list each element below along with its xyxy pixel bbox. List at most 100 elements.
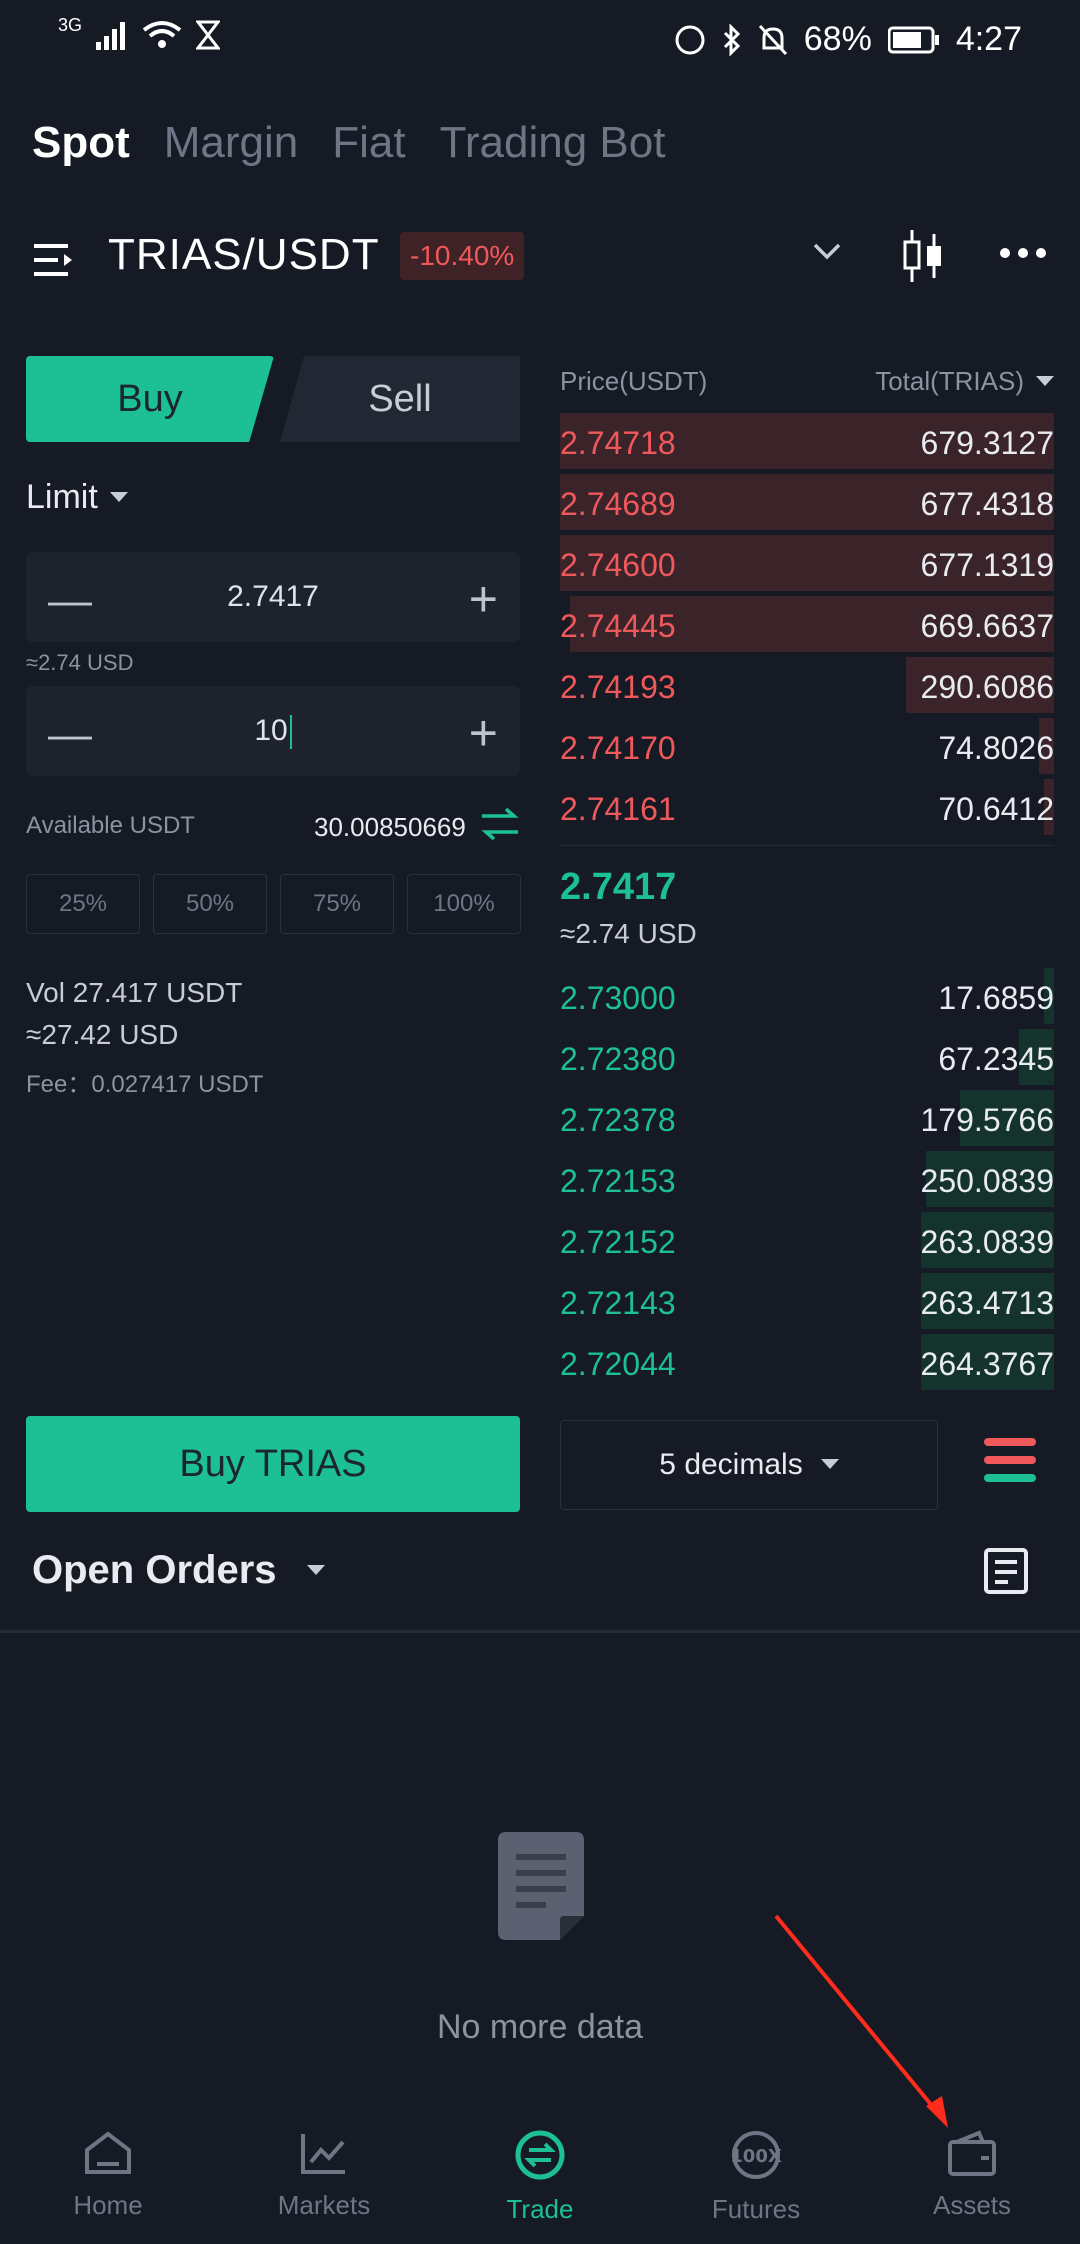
ask-row[interactable]: 2.74689 677.4318 [560, 474, 1054, 530]
bid-total: 263.0839 [920, 1224, 1054, 1260]
depth-bar [1044, 968, 1054, 1024]
decimals-select[interactable]: 5 decimals [560, 1420, 938, 1510]
tab-fiat[interactable]: Fiat [332, 118, 406, 167]
orderbook-layout-icon[interactable] [984, 1436, 1036, 1486]
fee-text: Fee：0.027417 USDT [26, 1071, 264, 1098]
depth-bar [960, 1090, 1054, 1146]
ask-row[interactable]: 2.74600 677.1319 [560, 535, 1054, 591]
depth-bar [925, 1151, 1054, 1207]
ask-row[interactable]: 2.74170 74.8026 [560, 718, 1054, 774]
bid-row[interactable]: 2.72380 67.2345 [560, 1029, 1054, 1085]
nav-trade-label: Trade [506, 2194, 574, 2224]
pair-name[interactable]: TRIAS/USDT [108, 230, 380, 279]
total-header-label: Total(TRIAS) [875, 366, 1024, 396]
price-stepper: — 2.7417 + [26, 552, 520, 642]
caret-down-icon [820, 1459, 839, 1469]
decimals-label: 5 decimals [659, 1448, 803, 1481]
depth-bar [560, 535, 1054, 591]
ask-row[interactable]: 2.74161 70.6412 [560, 779, 1054, 835]
depth-bar [920, 1273, 1054, 1329]
ask-price: 2.74718 [560, 425, 676, 461]
battery-icon [887, 26, 939, 53]
nav-home[interactable]: Home [0, 2108, 216, 2244]
menu-icon[interactable] [34, 240, 78, 280]
price-column-header: Price(USDT) [560, 366, 708, 396]
candlestick-chart-icon[interactable] [902, 228, 944, 284]
percent-25-button[interactable]: 25% [26, 874, 140, 934]
percent-75-button[interactable]: 75% [280, 874, 394, 934]
bid-total: 263.4713 [920, 1285, 1054, 1321]
nav-futures-label: Futures [711, 2194, 801, 2224]
bid-total: 264.3767 [920, 1346, 1054, 1382]
depth-bar [560, 474, 1054, 530]
caret-down-icon [1036, 375, 1054, 386]
percent-100-button[interactable]: 100% [407, 874, 521, 934]
open-orders-select[interactable]: Open Orders [32, 1548, 325, 1593]
ask-price: 2.74445 [560, 608, 676, 644]
bid-row[interactable]: 2.72044 264.3767 [560, 1334, 1054, 1390]
decrease-amount-button[interactable]: — [48, 710, 92, 759]
bid-row[interactable]: 2.72153 250.0839 [560, 1151, 1054, 1207]
order-history-icon[interactable] [984, 1548, 1028, 1594]
caret-down-icon [306, 1564, 325, 1575]
nav-futures[interactable]: 100X Futures [648, 2108, 864, 2244]
home-icon [85, 2131, 131, 2174]
ask-price: 2.74161 [560, 791, 676, 827]
tab-trading-bot[interactable]: Trading Bot [439, 118, 666, 167]
ask-row[interactable]: 2.74718 679.3127 [560, 413, 1054, 469]
nav-trade[interactable]: Trade [432, 2108, 648, 2244]
signal-icon [96, 22, 126, 50]
depth-bar [1019, 1029, 1054, 1085]
bid-total: 179.5766 [920, 1102, 1054, 1138]
nav-assets-label: Assets [932, 2190, 1012, 2220]
volume-usdt: Vol 27.417 USDT [26, 977, 243, 1008]
bid-row[interactable]: 2.72152 263.0839 [560, 1212, 1054, 1268]
amount-input[interactable]: 10 [26, 714, 520, 750]
network-type: 3G [58, 14, 83, 35]
tab-spot[interactable]: Spot [32, 118, 130, 167]
ask-price: 2.74193 [560, 669, 676, 705]
buy-sell-toggle: Buy Sell [26, 356, 520, 442]
hourglass-icon [196, 20, 221, 50]
bid-row[interactable]: 2.72143 263.4713 [560, 1273, 1054, 1329]
sell-tab[interactable]: Sell [280, 356, 520, 442]
status-bar: 3G 68% 4:27 [0, 0, 1080, 82]
buy-tab[interactable]: Buy [26, 356, 274, 442]
bid-row[interactable]: 2.73000 17.6859 [560, 968, 1054, 1024]
clock: 4:27 [955, 20, 1022, 58]
bid-price: 2.72380 [560, 1041, 676, 1077]
percent-50-button[interactable]: 50% [153, 874, 267, 934]
ask-total: 74.8026 [938, 730, 1054, 766]
tab-margin[interactable]: Margin [163, 118, 299, 167]
annotation-arrow [774, 1914, 948, 2128]
chevron-down-icon[interactable] [812, 242, 842, 262]
nav-markets-label: Markets [277, 2190, 371, 2220]
depth-bar [1039, 718, 1054, 774]
increase-price-button[interactable]: + [468, 571, 498, 627]
price-change-badge: -10.40% [400, 232, 525, 280]
bid-row[interactable]: 2.72378 179.5766 [560, 1090, 1054, 1146]
futures-icon: 100X [730, 2131, 782, 2179]
order-type-select[interactable]: Limit [26, 478, 128, 517]
wifi-icon [142, 21, 182, 48]
ask-total: 70.6412 [938, 791, 1054, 827]
total-column-header[interactable]: Total(TRIAS) [875, 366, 1054, 397]
buy-trias-button[interactable]: Buy TRIAS [26, 1416, 520, 1512]
divider [560, 845, 1054, 846]
trade-icon [515, 2130, 565, 2180]
bid-price: 2.72044 [560, 1346, 676, 1382]
ask-row[interactable]: 2.74445 669.6637 [560, 596, 1054, 652]
increase-amount-button[interactable]: + [468, 705, 498, 761]
decrease-price-button[interactable]: — [48, 576, 92, 625]
ask-row[interactable]: 2.74193 290.6086 [560, 657, 1054, 713]
order-type-label: Limit [26, 478, 98, 516]
transfer-icon[interactable] [480, 806, 520, 842]
nav-assets[interactable]: Assets [864, 2108, 1080, 2244]
more-options-icon[interactable] [1000, 248, 1046, 258]
battery-percent: 68% [803, 20, 872, 58]
price-input[interactable]: 2.7417 [227, 580, 319, 613]
nav-markets[interactable]: Markets [216, 2108, 432, 2244]
bid-price: 2.72378 [560, 1102, 676, 1138]
depth-bar [920, 1212, 1054, 1268]
bid-price: 2.73000 [560, 980, 676, 1016]
